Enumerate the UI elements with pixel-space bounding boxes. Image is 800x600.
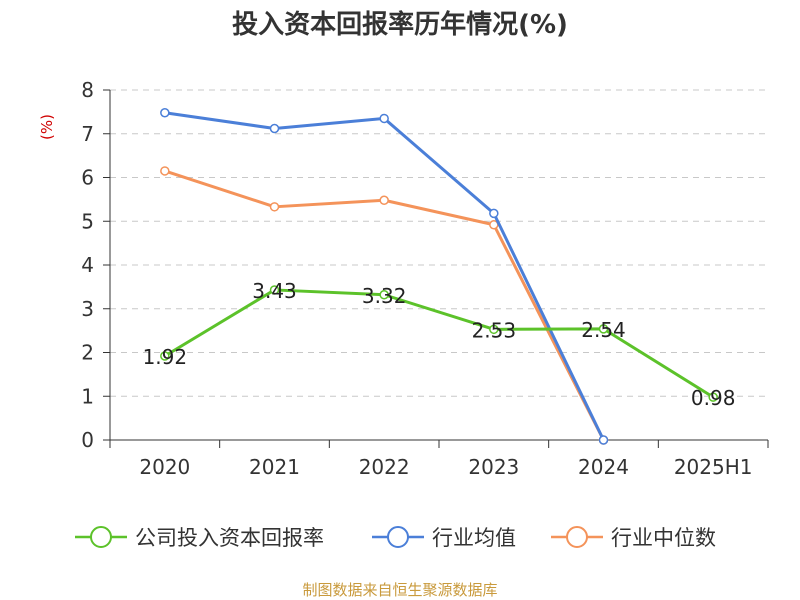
x-tick-label: 2024 <box>578 455 629 479</box>
data-point <box>379 113 389 124</box>
legend-label: 公司投入资本回报率 <box>135 526 324 550</box>
data-point <box>160 351 170 361</box>
legend-item-0: 公司投入资本回报率 <box>75 526 324 550</box>
chart-title: 投入资本回报率历年情况(%) <box>232 10 568 40</box>
legend-marker <box>387 526 409 548</box>
y-tick-label: 3 <box>81 297 94 321</box>
y-tick-label: 8 <box>81 78 94 102</box>
series-line <box>164 288 714 399</box>
series-0 <box>160 285 718 402</box>
x-tick-label: 2020 <box>139 455 190 479</box>
data-point <box>379 290 389 300</box>
y-tick-label: 1 <box>81 384 94 408</box>
series-1 <box>160 108 609 445</box>
legend-marker <box>90 526 112 548</box>
data-point <box>489 324 499 335</box>
data-label: 0.98 <box>691 386 736 410</box>
y-tick-label: 0 <box>81 428 94 452</box>
data-point <box>269 123 280 134</box>
y-tick-label: 2 <box>81 341 94 365</box>
legend-label: 行业中位数 <box>611 526 716 550</box>
data-point <box>269 202 280 212</box>
data-point <box>489 208 499 219</box>
data-point <box>598 435 609 445</box>
source-note: 制图数据来自恒生聚源数据库 <box>302 581 498 599</box>
series-2 <box>160 166 609 445</box>
y-tick-label: 7 <box>81 122 94 146</box>
y-tick-label: 5 <box>81 209 94 233</box>
data-point <box>708 392 718 402</box>
data-point <box>160 108 170 118</box>
data-label: 2.53 <box>472 318 517 342</box>
legend-item-1: 行业均值 <box>372 526 516 550</box>
data-label: 1.92 <box>143 345 188 369</box>
x-tick-label: 2025H1 <box>674 455 753 479</box>
data-point <box>269 285 280 295</box>
legend-marker <box>566 526 588 548</box>
data-label: 3.43 <box>252 279 297 303</box>
legend-item-2: 行业中位数 <box>551 526 716 550</box>
x-tick-label: 2022 <box>359 455 410 479</box>
data-point <box>379 195 389 205</box>
data-label: 3.32 <box>362 284 407 308</box>
data-point <box>160 166 170 176</box>
y-axis-label: (%) <box>38 114 56 140</box>
y-tick-label: 6 <box>81 166 94 190</box>
series-line <box>164 111 605 441</box>
x-tick-label: 2021 <box>249 455 300 479</box>
x-tick-label: 2023 <box>468 455 519 479</box>
data-label: 2.54 <box>581 318 626 342</box>
data-point <box>598 324 609 334</box>
y-tick-label: 4 <box>81 253 94 277</box>
legend-label: 行业均值 <box>432 526 516 550</box>
